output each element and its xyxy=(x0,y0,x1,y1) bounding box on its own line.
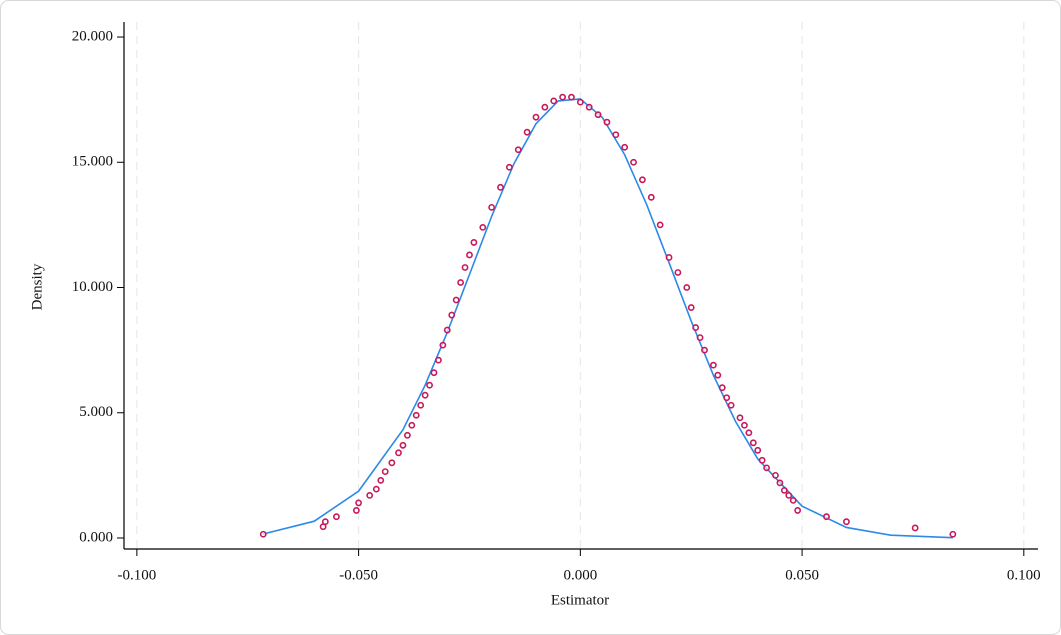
point xyxy=(417,401,425,409)
point xyxy=(443,326,451,334)
point xyxy=(723,394,731,402)
point xyxy=(532,113,540,121)
point xyxy=(780,486,788,494)
point xyxy=(479,223,487,231)
point xyxy=(497,183,504,191)
point xyxy=(541,103,549,111)
point xyxy=(647,193,655,201)
point xyxy=(408,421,416,429)
point xyxy=(421,391,429,399)
point xyxy=(639,176,646,184)
y-tick-label: 10.000 xyxy=(72,279,113,295)
point xyxy=(692,324,700,331)
point xyxy=(439,341,447,349)
point xyxy=(352,507,360,514)
point xyxy=(794,507,802,514)
point xyxy=(687,304,695,311)
point xyxy=(665,254,673,261)
point xyxy=(701,346,708,354)
point xyxy=(395,449,402,457)
point xyxy=(749,439,757,447)
x-tick-label: 0.050 xyxy=(785,567,819,583)
point xyxy=(630,158,637,166)
point xyxy=(457,279,464,286)
point xyxy=(785,491,793,499)
point xyxy=(683,284,691,291)
point xyxy=(321,518,329,526)
point xyxy=(435,356,442,364)
point xyxy=(911,524,919,532)
point xyxy=(709,361,717,369)
x-tick-label: 0.100 xyxy=(1007,567,1041,583)
y-tick-label: 20.000 xyxy=(72,28,113,44)
point xyxy=(399,441,407,449)
point xyxy=(568,93,575,101)
y-tick-label: 15.000 xyxy=(72,154,113,170)
point xyxy=(612,131,620,139)
point xyxy=(470,239,478,246)
point xyxy=(594,111,602,119)
point xyxy=(843,518,850,526)
point xyxy=(559,93,566,101)
point xyxy=(452,296,460,304)
point xyxy=(736,414,744,422)
point xyxy=(949,530,957,538)
point xyxy=(674,269,682,276)
point xyxy=(576,98,584,106)
x-tick-label: -0.050 xyxy=(339,567,378,583)
point xyxy=(448,311,456,319)
point xyxy=(381,468,389,476)
point xyxy=(488,203,496,211)
point xyxy=(461,264,469,271)
y-tick-label: 0.000 xyxy=(79,529,113,545)
point xyxy=(763,464,770,472)
point xyxy=(696,334,704,341)
point xyxy=(823,513,830,521)
point xyxy=(656,221,664,229)
point xyxy=(514,146,522,154)
point xyxy=(372,485,380,493)
x-tick-label: 0.000 xyxy=(563,567,597,583)
point xyxy=(523,128,531,136)
point xyxy=(333,513,340,521)
x-axis-label: Estimator xyxy=(551,592,609,608)
point xyxy=(718,384,726,392)
y-axis-label: Density xyxy=(29,263,45,310)
point xyxy=(426,381,433,389)
point xyxy=(772,471,779,479)
point xyxy=(603,118,611,126)
point xyxy=(403,431,411,439)
point xyxy=(259,530,267,538)
point xyxy=(727,401,735,409)
point xyxy=(412,411,420,419)
point xyxy=(745,429,753,437)
grid xyxy=(136,22,1025,549)
point xyxy=(789,497,797,504)
x-tick-label: -0.100 xyxy=(117,567,156,583)
point xyxy=(776,479,784,487)
y-tick-label: 5.000 xyxy=(79,404,113,420)
point xyxy=(377,476,385,484)
point xyxy=(430,369,438,377)
point xyxy=(366,491,374,499)
point xyxy=(388,459,396,467)
point xyxy=(466,251,473,259)
point xyxy=(621,143,629,151)
point xyxy=(754,446,762,454)
point xyxy=(355,499,362,507)
point xyxy=(741,421,748,429)
point xyxy=(714,371,722,379)
point xyxy=(758,456,766,464)
point xyxy=(585,103,593,111)
point xyxy=(550,97,558,105)
point xyxy=(505,163,513,171)
